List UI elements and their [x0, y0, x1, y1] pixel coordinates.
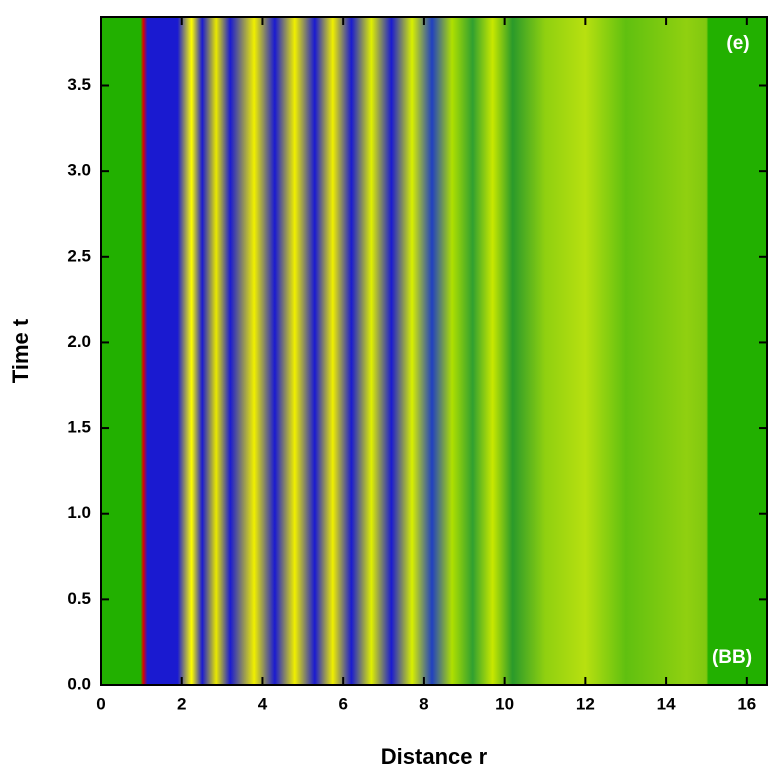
x-tick-label: 0	[96, 694, 105, 713]
x-tick-label: 4	[258, 694, 268, 713]
x-tick-label: 14	[657, 694, 676, 713]
y-tick-label: 3.0	[67, 161, 91, 180]
y-tick-label: 0.5	[67, 589, 91, 608]
y-tick-label: 1.5	[67, 418, 91, 437]
x-tick-label: 8	[419, 694, 428, 713]
y-tick-label: 2.0	[67, 332, 91, 351]
annotation: (e)	[726, 33, 749, 54]
x-tick-label: 10	[495, 694, 514, 713]
x-tick-label: 16	[737, 694, 756, 713]
y-tick-label: 0.0	[67, 674, 91, 693]
x-tick-label: 12	[576, 694, 595, 713]
annotation: (BB)	[712, 647, 752, 668]
y-axis-label: Time t	[8, 318, 33, 383]
x-tick-label: 2	[177, 694, 186, 713]
y-tick-label: 2.5	[67, 246, 91, 265]
x-tick-label: 6	[338, 694, 347, 713]
heatmap-field	[101, 17, 767, 685]
plot-frame	[100, 16, 768, 686]
y-tick-label: 1.0	[67, 503, 91, 522]
x-axis-label: Distance r	[381, 744, 488, 769]
y-tick-label: 3.5	[67, 75, 91, 94]
